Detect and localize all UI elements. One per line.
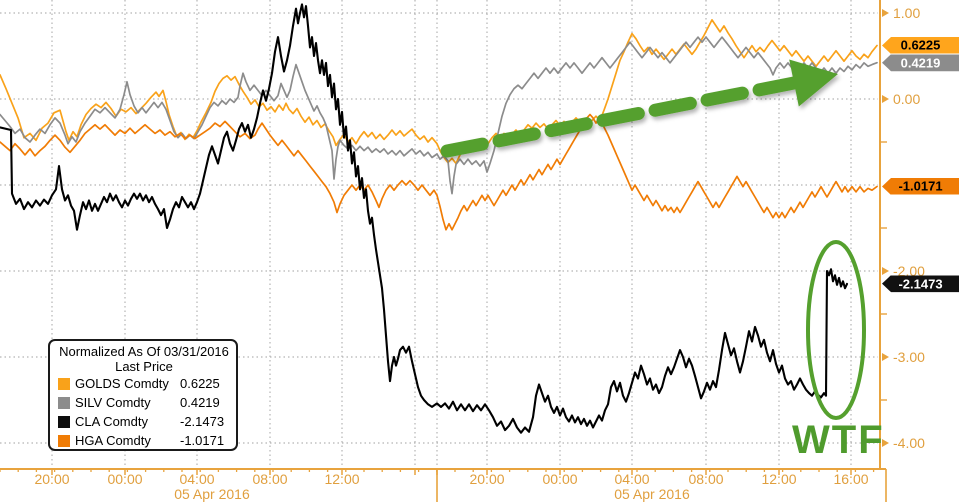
legend-row-golds: GOLDS Comdty 0.6225 [58,374,230,393]
y-axis-label: 0.00 [893,91,921,107]
x-axis-time-label: 20:00 [34,471,70,487]
x-axis-time-label: 12:00 [761,471,797,487]
legend-name: CLA Comdty [75,414,148,429]
series-line-hga [0,113,878,231]
y-axis-label: -3.00 [893,349,925,365]
legend-subtitle: Last Price [115,359,173,374]
trend-arrowhead-icon [789,59,838,107]
y-tick-arrow-icon [882,267,889,275]
x-axis-time-label: 00:00 [542,471,578,487]
x-axis-time-label: 08:00 [252,471,288,487]
series-line-cla [0,3,849,434]
x-axis-date-label: 05 Apr 2016 [174,486,250,502]
y-tick-arrow-icon [882,95,889,103]
x-axis-time-label: 20:00 [469,471,505,487]
legend-value: 0.6225 [180,376,220,391]
x-axis-time-label: 16:00 [833,471,869,487]
series-line-silv [0,36,878,195]
silv-swatch-icon [58,396,70,409]
x-axis-time-label: 12:00 [324,471,360,487]
y-axis-label: -4.00 [893,435,925,451]
trend-arrow-shaft [440,76,801,158]
legend-box: Normalized As Of 03/31/2016 Last Price G… [48,339,238,451]
wtf-annotation: WTF [792,418,885,462]
x-axis-date-label: 05 Apr 2016 [614,486,690,502]
golds-swatch-icon [58,377,70,390]
y-tick-arrow-icon [882,353,889,361]
legend-row-silv: SILV Comdty 0.4219 [58,393,230,412]
legend-row-hga: HGA Comdty -1.0171 [58,431,230,450]
wtf-highlight-ellipse [806,240,866,420]
last-price-badge: 0.4219 [882,54,959,72]
last-price-badge: 0.6225 [882,36,959,54]
y-tick-arrow-icon [882,439,889,447]
y-tick-arrow-icon [882,9,889,17]
y-axis-label: 1.00 [893,5,921,21]
y-axis-label: -2.00 [893,263,925,279]
legend-name: SILV Comdty [75,395,151,410]
last-price-badge: -2.1473 [882,275,959,293]
series-line-golds [0,19,878,165]
legend-value: -2.1473 [180,414,225,429]
hga-swatch-icon [58,434,70,447]
x-axis-time-label: 04:00 [179,471,215,487]
legend-title: Normalized As Of 03/31/2016 [59,344,229,359]
legend-row-cla: CLA Comdty -2.1473 [58,412,230,431]
trend-arrow [440,59,838,158]
cla-swatch-icon [58,415,70,428]
legend-name: HGA Comdty [75,433,151,448]
last-price-badge: -1.0171 [882,177,959,195]
legend-value: -1.0171 [180,433,225,448]
x-axis-time-label: 08:00 [688,471,724,487]
legend-value: 0.4219 [180,395,220,410]
legend-name: GOLDS Comdty [75,376,169,391]
x-axis-time-label: 04:00 [614,471,650,487]
x-axis-time-label: 00:00 [107,471,143,487]
